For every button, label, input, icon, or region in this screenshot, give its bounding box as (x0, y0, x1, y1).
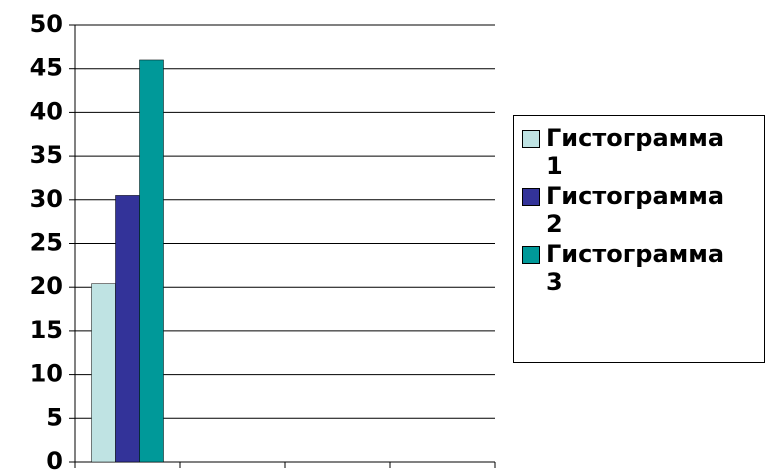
y-tick-label: 15 (30, 316, 63, 344)
legend-entry: Гистограмма 1 (522, 124, 760, 180)
bar (139, 59, 164, 463)
y-tick-label: 35 (30, 141, 63, 169)
legend-entry: Гистограмма 3 (522, 240, 760, 296)
y-tick-label: 5 (46, 403, 63, 431)
legend-entry: Гистограмма 2 (522, 182, 760, 238)
y-tick-label: 45 (30, 54, 63, 82)
legend-label: Гистограмма 3 (546, 240, 725, 296)
legend-swatch (522, 246, 540, 264)
legend-swatch (522, 130, 540, 148)
y-tick-label: 40 (30, 97, 63, 125)
bar (91, 283, 116, 463)
y-tick-label: 20 (30, 272, 63, 300)
legend-label: Гистограмма 2 (546, 182, 725, 238)
y-tick-label: 50 (30, 10, 63, 38)
y-tick-label: 30 (30, 185, 63, 213)
legend-swatch (522, 188, 540, 206)
y-tick-label: 25 (30, 229, 63, 257)
legend: Гистограмма 1 Гистограмма 2 Гистограмма 3 (513, 115, 765, 363)
y-tick-label: 0 (46, 447, 63, 474)
legend-label: Гистограмма 1 (546, 124, 725, 180)
y-tick-label: 10 (30, 360, 63, 388)
bar (115, 195, 140, 463)
